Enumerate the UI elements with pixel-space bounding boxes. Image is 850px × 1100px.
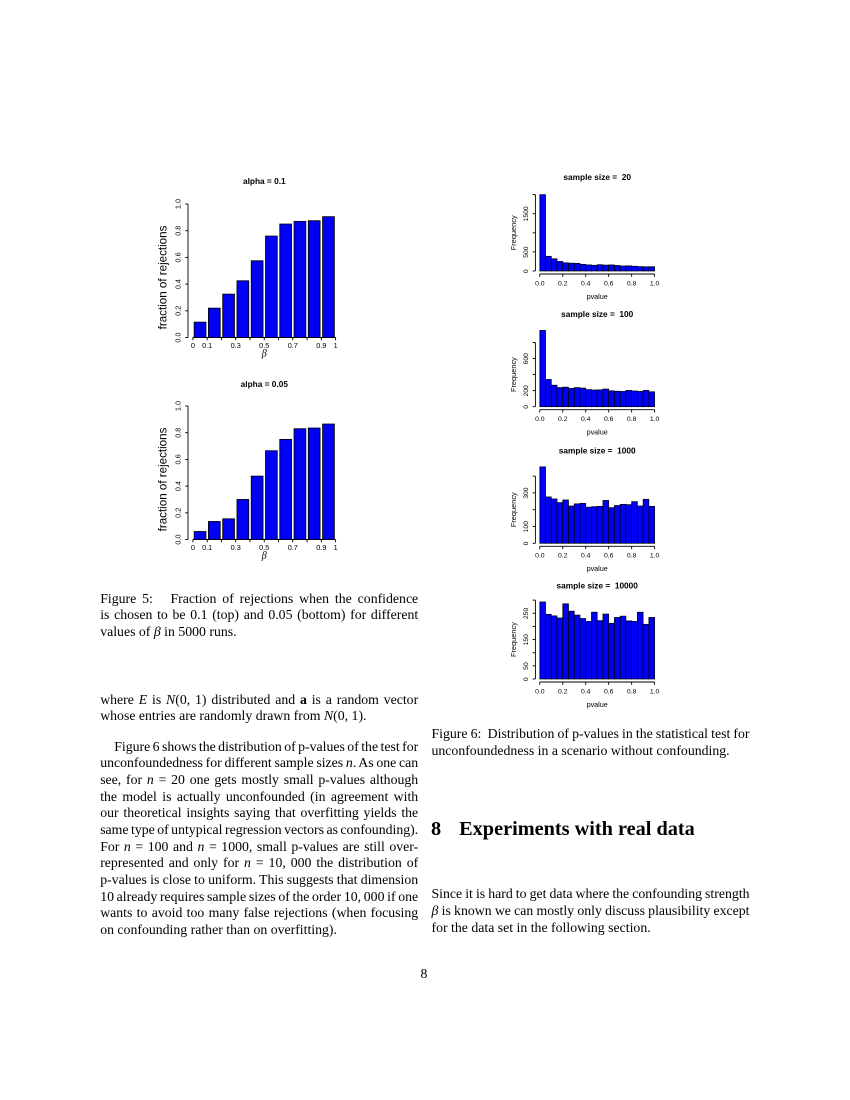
svg-text:fraction of rejections: fraction of rejections xyxy=(157,225,170,329)
svg-text:sample size = 20: sample size = 20 xyxy=(563,172,631,182)
svg-text:0.0: 0.0 xyxy=(535,688,545,695)
svg-text:alpha = 0.1: alpha = 0.1 xyxy=(243,176,286,186)
svg-text:β: β xyxy=(261,349,267,360)
svg-text:1.0: 1.0 xyxy=(173,199,182,209)
svg-text:β: β xyxy=(261,551,267,562)
svg-text:0.4: 0.4 xyxy=(173,481,182,491)
svg-text:0.6: 0.6 xyxy=(604,688,614,695)
svg-text:Frequency: Frequency xyxy=(509,622,518,657)
svg-text:300: 300 xyxy=(523,487,530,499)
svg-text:0.8: 0.8 xyxy=(173,428,182,438)
svg-text:0.8: 0.8 xyxy=(627,553,637,560)
svg-text:0.7: 0.7 xyxy=(288,341,298,350)
svg-text:alpha = 0.05: alpha = 0.05 xyxy=(241,379,289,389)
svg-text:0.9: 0.9 xyxy=(316,341,326,350)
svg-text:0.2: 0.2 xyxy=(558,688,568,695)
svg-text:Frequency: Frequency xyxy=(509,492,518,527)
svg-text:pvalue: pvalue xyxy=(587,564,608,573)
svg-text:0.2: 0.2 xyxy=(558,553,568,560)
svg-text:0.4: 0.4 xyxy=(581,280,591,287)
svg-text:50: 50 xyxy=(523,662,530,670)
svg-text:0.2: 0.2 xyxy=(558,280,568,287)
svg-text:600: 600 xyxy=(523,353,530,365)
svg-text:1.0: 1.0 xyxy=(650,280,660,287)
svg-text:1.0: 1.0 xyxy=(173,401,182,411)
svg-text:0: 0 xyxy=(523,405,530,409)
svg-text:0.0: 0.0 xyxy=(535,280,545,287)
svg-text:0.2: 0.2 xyxy=(173,306,182,316)
svg-text:0.0: 0.0 xyxy=(535,416,545,423)
svg-text:pvalue: pvalue xyxy=(587,700,608,709)
svg-text:0.9: 0.9 xyxy=(316,543,326,552)
svg-text:0.6: 0.6 xyxy=(604,416,614,423)
svg-text:1500: 1500 xyxy=(523,206,530,221)
svg-text:Frequency: Frequency xyxy=(509,357,518,392)
svg-text:0.1: 0.1 xyxy=(202,341,212,350)
svg-text:0.4: 0.4 xyxy=(173,279,182,289)
svg-text:0: 0 xyxy=(523,269,530,273)
svg-text:1.0: 1.0 xyxy=(650,553,660,560)
svg-text:500: 500 xyxy=(523,246,530,258)
svg-text:0: 0 xyxy=(191,543,195,552)
svg-text:0.6: 0.6 xyxy=(604,280,614,287)
svg-text:pvalue: pvalue xyxy=(587,292,608,301)
svg-text:0.5: 0.5 xyxy=(259,543,269,552)
svg-text:sample size = 10000: sample size = 10000 xyxy=(556,580,638,590)
svg-text:150: 150 xyxy=(523,634,530,646)
svg-text:0.4: 0.4 xyxy=(581,553,591,560)
svg-text:0.0: 0.0 xyxy=(173,332,182,342)
svg-text:0.7: 0.7 xyxy=(288,543,298,552)
svg-text:0.6: 0.6 xyxy=(173,454,182,464)
svg-text:0.6: 0.6 xyxy=(604,553,614,560)
svg-text:0: 0 xyxy=(191,341,195,350)
svg-text:0.8: 0.8 xyxy=(173,226,182,236)
svg-text:0.2: 0.2 xyxy=(558,416,568,423)
svg-text:0: 0 xyxy=(523,677,530,681)
svg-text:0.0: 0.0 xyxy=(173,534,182,544)
svg-text:0.8: 0.8 xyxy=(627,416,637,423)
svg-text:1: 1 xyxy=(334,341,338,350)
svg-text:fraction of rejections: fraction of rejections xyxy=(157,427,170,531)
svg-text:0.3: 0.3 xyxy=(231,543,241,552)
svg-text:0.8: 0.8 xyxy=(627,688,637,695)
svg-text:0: 0 xyxy=(523,541,530,545)
svg-text:250: 250 xyxy=(523,608,530,620)
svg-text:0.6: 0.6 xyxy=(173,252,182,262)
svg-text:0.0: 0.0 xyxy=(535,553,545,560)
svg-text:sample size = 100: sample size = 100 xyxy=(561,309,634,319)
svg-text:200: 200 xyxy=(523,385,530,397)
svg-text:100: 100 xyxy=(523,521,530,533)
svg-text:1.0: 1.0 xyxy=(650,688,660,695)
svg-text:0.1: 0.1 xyxy=(202,543,212,552)
svg-text:1: 1 xyxy=(334,543,338,552)
svg-text:1.0: 1.0 xyxy=(650,416,660,423)
svg-text:0.2: 0.2 xyxy=(173,508,182,518)
svg-text:sample size = 1000: sample size = 1000 xyxy=(559,445,636,455)
svg-text:0.5: 0.5 xyxy=(259,341,269,350)
svg-text:pvalue: pvalue xyxy=(587,428,608,437)
svg-text:0.8: 0.8 xyxy=(627,280,637,287)
svg-text:0.4: 0.4 xyxy=(581,416,591,423)
svg-text:0.4: 0.4 xyxy=(581,688,591,695)
svg-text:0.3: 0.3 xyxy=(231,341,241,350)
svg-text:Frequency: Frequency xyxy=(509,215,518,250)
